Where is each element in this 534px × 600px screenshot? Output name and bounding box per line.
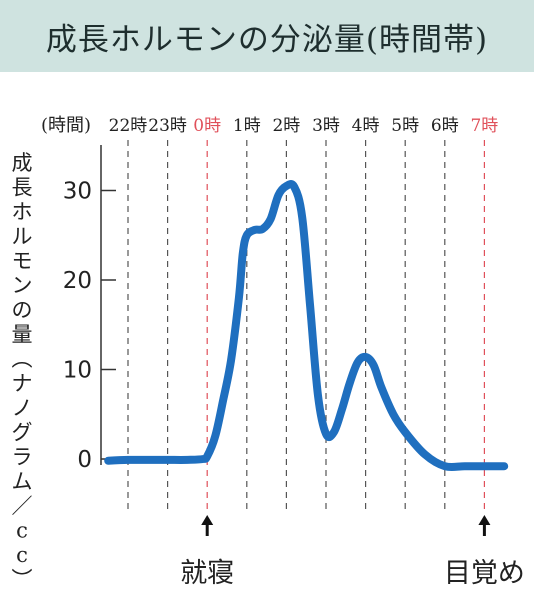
y-axis-label-char: ン [12, 274, 33, 298]
y-axis-label-char: の [12, 298, 33, 322]
y-axis-label-char: 量 [12, 323, 33, 347]
y-axis-label-char: グ [12, 421, 33, 445]
y-axis [100, 145, 116, 465]
x-tick-label: 0時 [193, 116, 221, 136]
x-tick-label: 5時 [391, 116, 419, 136]
y-axis-label-char: ︶ [12, 568, 33, 592]
annotation-label: 就寝 [180, 558, 234, 589]
y-tick-label: 30 [63, 179, 92, 205]
y-axis-label-char: 成 [12, 151, 33, 175]
y-axis-label-char: ホ [12, 200, 33, 224]
title-band: 成長ホルモンの分泌量(時間帯) [0, 0, 534, 72]
y-axis-label-char: 長 [12, 176, 33, 200]
x-tick-label: 4時 [352, 116, 380, 136]
x-tick-label: 3時 [312, 116, 340, 136]
y-tick-label: 0 [77, 447, 92, 473]
y-axis-label-char: モ [12, 249, 33, 273]
x-tick-label: 2時 [272, 116, 300, 136]
page-title: 成長ホルモンの分泌量(時間帯) [45, 22, 489, 58]
y-axis-label-char: ル [12, 225, 33, 249]
annotation-label: 目覚め [444, 558, 525, 589]
x-axis-label: (時間) [41, 115, 91, 136]
x-tick-label: 6時 [431, 116, 459, 136]
y-axis-label-char: ナ [12, 372, 33, 396]
x-tick-labels: (時間) 22時 23時 0時 1時 2時 3時 4時 5時 6時 7時 [41, 115, 498, 136]
y-axis-label-char: ／ [12, 494, 33, 518]
annotations: 就寝 目覚め [180, 515, 525, 589]
y-axis-label-char: ノ [12, 396, 33, 420]
y-axis-label-char: c [16, 519, 28, 543]
arrow-up-icon [478, 515, 491, 525]
x-tick-label: 1時 [233, 116, 261, 136]
x-tick-label: 23時 [148, 116, 187, 136]
y-tick-label: 10 [63, 358, 92, 384]
arrow-up-icon [201, 515, 214, 525]
y-axis-label-char: ︵ [12, 347, 33, 371]
y-tick-label: 20 [63, 268, 92, 294]
series-line-0 [104, 179, 509, 472]
y-axis-label-char: ラ [12, 445, 33, 469]
x-tick-label: 7時 [470, 116, 498, 136]
x-tick-label: 22時 [109, 116, 148, 136]
y-tick-labels: 0 10 20 30 [63, 179, 92, 474]
series-lines [104, 179, 509, 472]
y-axis-label-char: ム [12, 470, 33, 494]
y-axis-label-char: c [16, 543, 28, 567]
